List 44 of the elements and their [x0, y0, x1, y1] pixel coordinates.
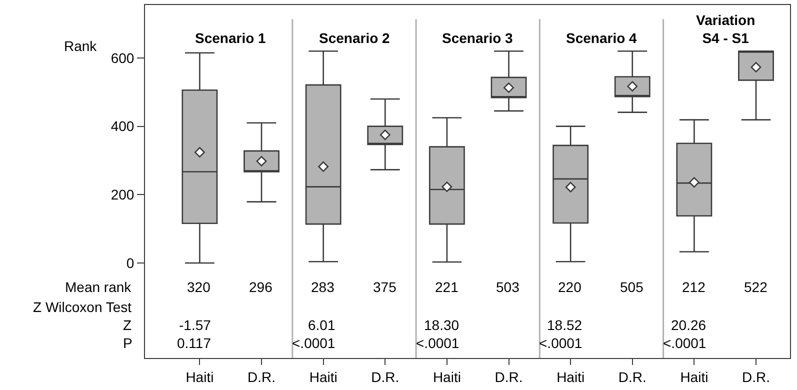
annotation: 220	[558, 279, 582, 295]
y-axis-title: Rank	[64, 38, 98, 54]
annotation: 505	[620, 279, 644, 295]
x-tick-label: D.R.	[248, 368, 276, 385]
annotation: <.0001	[663, 335, 706, 351]
x-tick-label: D.R.	[618, 368, 646, 385]
annotation: -1.57	[179, 317, 212, 333]
x-tick-label: Haiti	[432, 368, 461, 385]
annotation: 18.30	[424, 317, 460, 333]
x-tick-label: Haiti	[556, 368, 585, 385]
annotation: Scenario 2	[319, 30, 390, 46]
annotation: 6.01	[308, 317, 336, 333]
annotation: 296	[249, 279, 273, 295]
annotation: <.0001	[416, 335, 460, 351]
y-tick-label: 600	[110, 50, 134, 66]
annotation: 522	[744, 279, 768, 295]
y-tick-label: 0	[126, 254, 134, 271]
x-tick-label: D.R.	[371, 368, 400, 385]
annotation: <.0001	[292, 335, 336, 351]
annotation: 320	[187, 279, 211, 295]
x-tick-label: D.R.	[494, 368, 523, 385]
annotation: Variation S4 - S1	[696, 12, 756, 46]
x-tick-label: Haiti	[309, 368, 338, 385]
annotation: 221	[435, 279, 459, 295]
annotation: 212	[682, 279, 706, 295]
annotation: 375	[373, 279, 397, 295]
text: Z Wilcoxon Test	[33, 299, 132, 315]
annotation: 0.117	[177, 335, 212, 351]
x-tick-label: Haiti	[186, 368, 214, 385]
y-tick-label: 200	[110, 186, 134, 203]
annotation: 18.52	[547, 317, 582, 333]
y-tick-label: 400	[110, 118, 134, 134]
annotation: 503	[496, 279, 520, 295]
annotation: Scenario 3	[442, 30, 514, 46]
annotation: <.0001	[539, 335, 582, 351]
annotation: Scenario 4	[566, 30, 638, 46]
x-tick-label: Haiti	[680, 368, 708, 385]
annotation: Scenario 1	[195, 30, 266, 46]
text: Mean rank	[65, 279, 132, 295]
text: P	[123, 335, 132, 351]
annotation: 283	[311, 279, 335, 295]
x-tick-label: D.R.	[742, 368, 770, 385]
text: Z	[123, 317, 132, 333]
annotation: 20.26	[671, 317, 706, 333]
